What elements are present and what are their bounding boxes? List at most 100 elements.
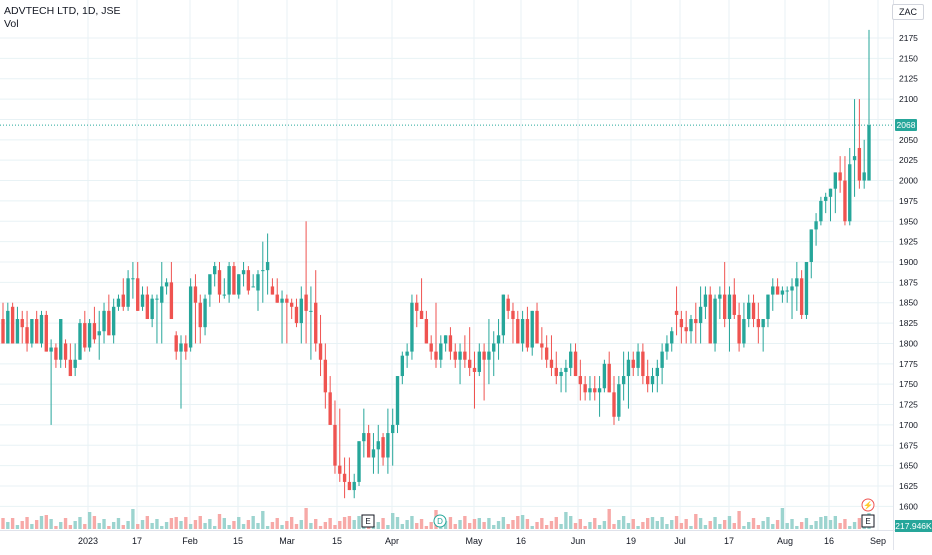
price-tick-label: 1825 — [899, 318, 918, 328]
svg-text:E: E — [365, 517, 370, 526]
currency-button[interactable]: ZAC — [892, 4, 924, 20]
volume-bar — [328, 518, 332, 529]
volume-bar — [92, 516, 97, 529]
volume-bar — [203, 523, 207, 529]
candle-body — [578, 376, 583, 385]
volume-bar — [25, 517, 29, 529]
volume-bar — [482, 522, 486, 529]
volume-bar — [59, 522, 63, 529]
volume-bar — [559, 524, 563, 529]
volume-bar — [790, 519, 794, 529]
candle-body — [857, 147, 862, 181]
volume-bar — [477, 518, 481, 529]
volume-bar — [107, 526, 111, 529]
candle-body — [419, 310, 424, 320]
volume-bar — [246, 520, 251, 529]
volume-bar — [761, 521, 765, 529]
candle-body — [434, 351, 438, 360]
volume-bar — [511, 520, 515, 529]
volume-bar — [520, 515, 525, 529]
candle-body — [443, 335, 448, 344]
volume-bar — [386, 525, 390, 529]
candle-body — [280, 298, 284, 303]
candle-body — [405, 351, 409, 356]
candle-body — [265, 262, 270, 271]
volume-bar — [771, 524, 775, 529]
legend: ADVTECH LTD, 1D, JSE Vol — [4, 5, 121, 31]
last-price-badge: 2068 — [895, 119, 917, 132]
volume-bar — [554, 517, 558, 529]
candle-body — [102, 310, 106, 332]
candle-body — [703, 294, 708, 307]
volume-bar — [453, 524, 457, 529]
price-tick-label: 1875 — [899, 277, 918, 287]
candle-body — [756, 319, 761, 328]
volume-bar — [83, 524, 87, 529]
candle-body — [203, 298, 207, 328]
price-tick-label: 1800 — [899, 338, 918, 348]
candle-body — [487, 351, 491, 360]
candle-body — [785, 290, 789, 292]
volume-bar — [54, 526, 58, 529]
volume-bar — [501, 517, 506, 529]
candle-body — [843, 180, 847, 222]
volume-bar — [843, 519, 847, 529]
candle-body — [15, 319, 20, 344]
volume-bar — [15, 525, 20, 529]
volume-bar — [631, 519, 635, 529]
candle-body — [415, 302, 419, 311]
volume-bar — [126, 521, 130, 529]
candle-body — [294, 306, 299, 324]
volume-bar — [857, 518, 862, 529]
candle-body — [516, 319, 520, 344]
time-axis-label: May — [465, 536, 483, 546]
dividend-marker[interactable]: D — [433, 514, 447, 528]
volume-bar — [381, 518, 385, 529]
volume-bar — [814, 521, 818, 529]
candle-body — [824, 196, 828, 201]
volume-bar — [751, 518, 756, 529]
time-axis-label: 15 — [233, 536, 243, 546]
volume-bar — [516, 516, 520, 529]
volume-bar — [97, 523, 101, 529]
earnings-marker[interactable]: E — [861, 514, 875, 528]
volume-bar — [698, 518, 703, 529]
candle-body — [68, 359, 73, 377]
candle-body — [554, 367, 558, 377]
candle-body — [391, 424, 395, 434]
volume-bar — [198, 516, 202, 529]
volume-bar — [766, 517, 770, 529]
volume-bar — [819, 517, 823, 529]
candle-body — [395, 376, 400, 425]
candle-body — [121, 294, 125, 307]
candle-body — [660, 351, 664, 368]
volume-bar — [448, 517, 453, 529]
candle-body — [867, 125, 871, 181]
candle-body — [626, 359, 631, 377]
volume-bar — [102, 519, 106, 529]
time-axis-label: 2023 — [78, 536, 98, 546]
candle-body — [492, 343, 496, 352]
volume-bar — [795, 526, 799, 529]
candle-body — [665, 343, 669, 352]
volume-bar — [6, 522, 10, 529]
candle-body — [237, 274, 241, 295]
candle-body — [342, 473, 347, 482]
volume-bar — [852, 522, 857, 529]
volume-bar — [578, 519, 583, 529]
candle-body — [713, 298, 717, 344]
candle-body — [169, 282, 174, 320]
split-marker[interactable]: ⚡ — [861, 498, 875, 512]
candle-body — [217, 270, 222, 295]
candle-body — [540, 343, 544, 348]
volume-bar — [655, 521, 659, 529]
earnings-marker[interactable]: E — [361, 514, 375, 528]
candle-body — [198, 302, 202, 328]
time-axis-label: Apr — [385, 536, 399, 546]
candle-body — [184, 343, 188, 352]
candle-body — [400, 355, 405, 377]
candle-body — [275, 294, 279, 303]
volume-value-badge: 217.946K — [895, 520, 932, 532]
